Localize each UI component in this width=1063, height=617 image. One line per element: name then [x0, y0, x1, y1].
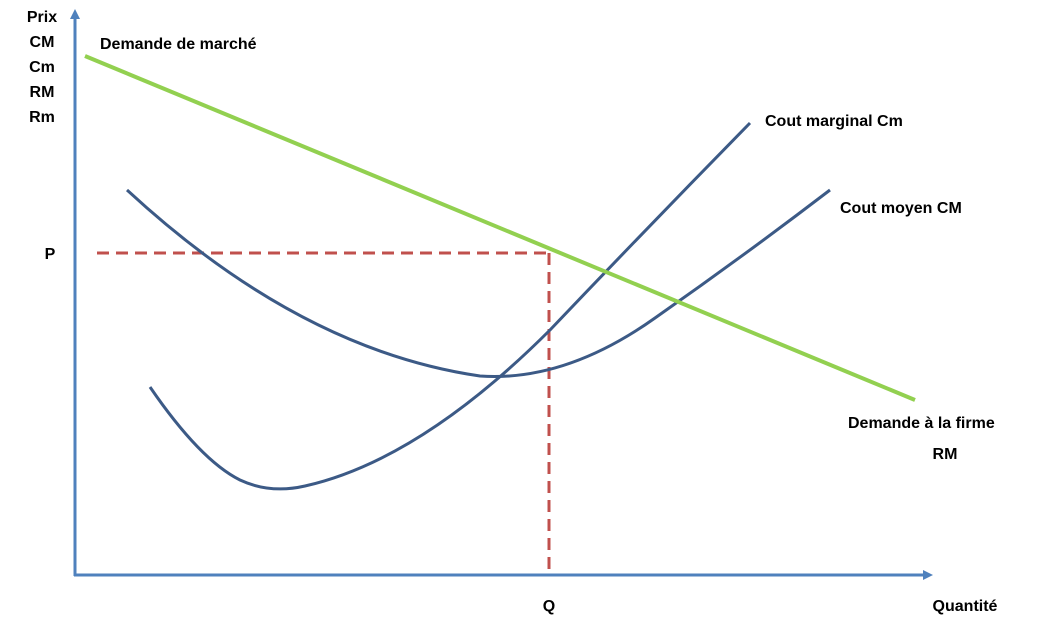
demand-line	[84, 54, 916, 402]
curve-label: RM	[933, 446, 958, 463]
curve-label: Cout moyen CM	[840, 200, 962, 217]
y-label: Cm	[29, 59, 55, 76]
x-label: Quantité	[933, 598, 998, 615]
curve-label: Cout marginal Cm	[765, 113, 903, 130]
curve-label: Demande de marché	[100, 36, 257, 53]
average-cost-curve	[125, 188, 831, 378]
y-label: Prix	[27, 9, 57, 26]
y-label: Rm	[29, 109, 55, 126]
y-label: RM	[30, 84, 55, 101]
price-marker: P	[45, 246, 56, 263]
curve-label: Demande à la firme	[848, 415, 995, 432]
y-label: CM	[30, 34, 55, 51]
marginal-cost-curve	[148, 121, 752, 491]
quantity-marker: Q	[543, 598, 555, 615]
